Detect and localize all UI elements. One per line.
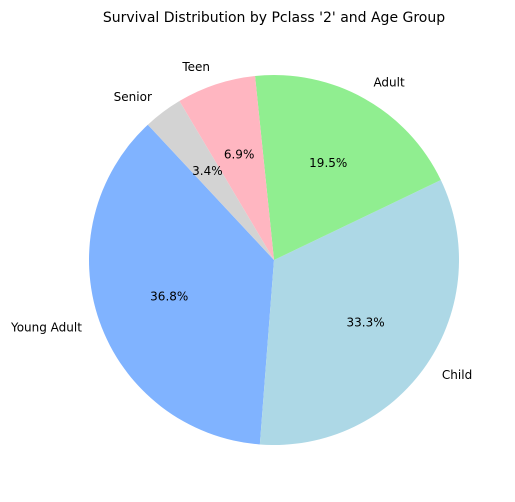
pie-category-label: Teen: [181, 60, 210, 74]
pie-slice-teen: [179, 75, 274, 260]
pie-slice-adult: [255, 75, 441, 260]
pie-category-label: Child: [442, 368, 472, 382]
pie-pct-label: 3.4%: [192, 164, 223, 178]
pie-pct-label: 33.3%: [347, 316, 385, 330]
pie-labels: 36.8% Young Adult 33.3% Child 19.5% Adult 6.9%…: [10, 60, 472, 382]
chart-title: Survival Distribution by Pclass '2' and …: [103, 10, 445, 26]
pie-pct-label: 19.5%: [309, 156, 347, 170]
pie-pct-label: 6.9%: [224, 148, 255, 162]
pie-slice-child: [259, 180, 459, 445]
pie-category-label: Adult: [373, 75, 405, 89]
pie-category-label: Senior: [114, 90, 152, 104]
pie-slices: [88, 75, 459, 445]
pie-slice-young-adult: [88, 124, 274, 445]
pie-pct-label: 36.8%: [150, 290, 188, 304]
pie-slice-senior: [147, 101, 274, 260]
pie-category-label: Young Adult: [10, 320, 82, 334]
